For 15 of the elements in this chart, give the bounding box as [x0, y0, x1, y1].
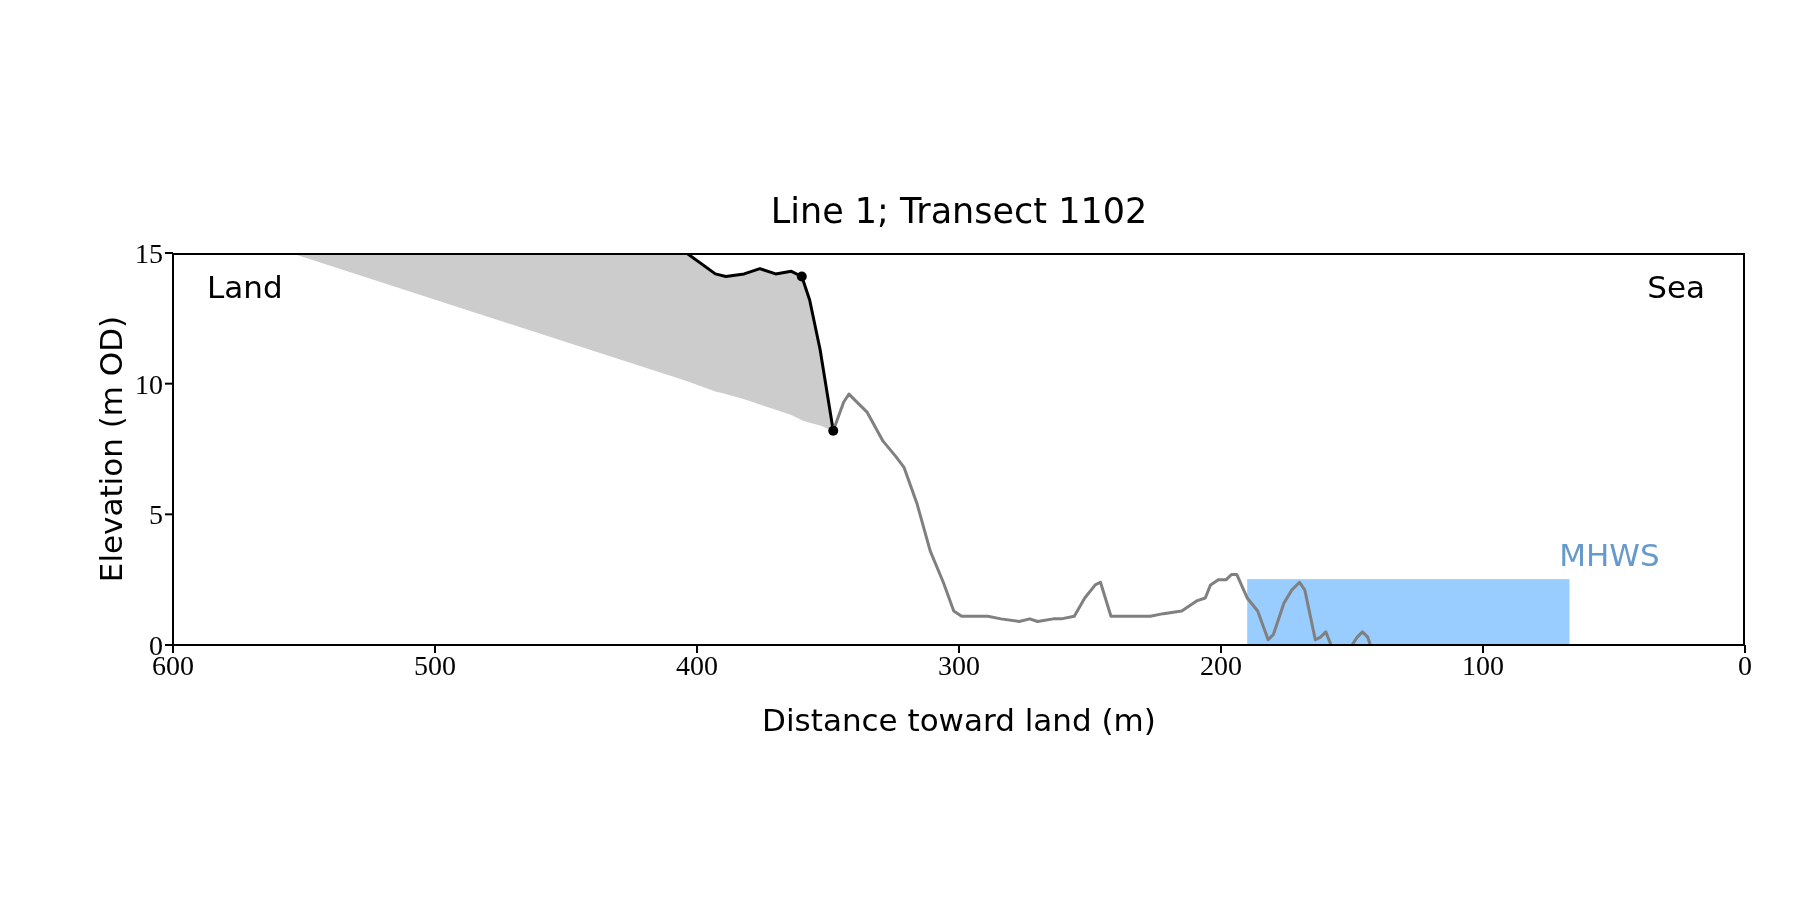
chart-title: Line 1; Transect 1102: [769, 191, 1149, 231]
x-tick-label: 100: [1462, 649, 1504, 681]
y-tick-label: 5: [149, 499, 163, 531]
annotation: Land: [207, 269, 283, 305]
annotation: Sea: [1646, 269, 1705, 305]
x-tick-label: 400: [676, 649, 718, 681]
x-tick-label: 500: [414, 649, 456, 681]
y-tick-label: 15: [135, 237, 163, 269]
series-label: MHWS: [1559, 536, 1660, 573]
x-tick-label: 0: [1738, 649, 1752, 681]
x-tick-label: 200: [1200, 649, 1242, 681]
x-axis-title: Distance toward land (m): [762, 702, 1156, 739]
x-tick-label: 300: [938, 649, 980, 681]
y-tick-label: 10: [135, 368, 163, 400]
y-axis-title: Elevation (m OD): [93, 315, 130, 583]
